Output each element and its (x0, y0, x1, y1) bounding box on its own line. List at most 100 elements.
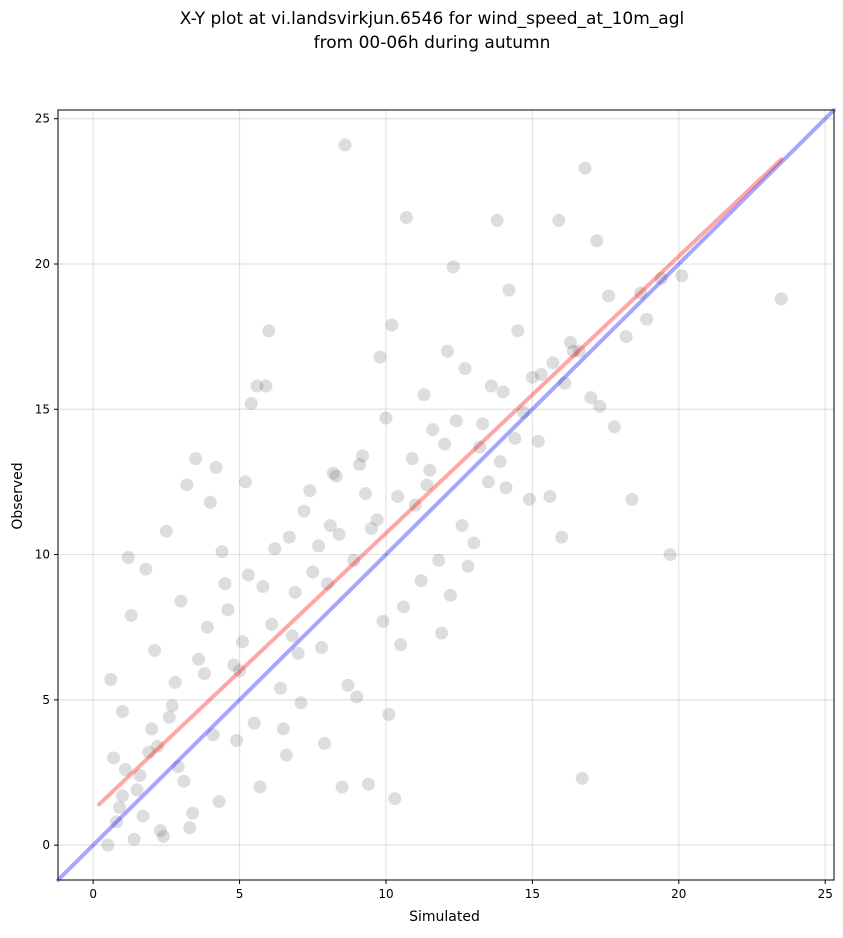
scatter-point (399, 211, 413, 225)
scatter-point (233, 664, 247, 678)
scatter-point (104, 673, 118, 687)
scatter-point (347, 553, 361, 567)
scatter-point (607, 420, 621, 434)
scatter-point (414, 574, 428, 588)
scatter-point (127, 832, 141, 846)
y-tick-label: 10 (35, 548, 50, 562)
scatter-point (634, 286, 648, 300)
scatter-point (186, 806, 200, 820)
scatter-point (259, 379, 273, 393)
scatter-point (675, 269, 689, 283)
scatter-point (602, 289, 616, 303)
scatter-point (133, 768, 147, 782)
scatter-point (552, 213, 566, 227)
scatter-point (338, 138, 352, 152)
scatter-point (423, 463, 437, 477)
scatter-point (238, 475, 252, 489)
x-tick-label: 20 (671, 887, 686, 901)
scatter-point (566, 344, 580, 358)
scatter-point (136, 809, 150, 823)
y-tick-label: 25 (35, 112, 50, 126)
scatter-point (350, 690, 364, 704)
y-axis-label: Observed (10, 462, 26, 529)
scatter-point (440, 344, 454, 358)
scatter-point (151, 739, 165, 753)
scatter-point (265, 617, 279, 631)
scatter-point (420, 478, 434, 492)
y-tick-label: 20 (35, 257, 50, 271)
scatter-point (168, 675, 182, 689)
scatter-point (476, 417, 490, 431)
scatter-point (382, 707, 396, 721)
scatter-point (197, 667, 211, 681)
scatter-point (517, 405, 531, 419)
scatter-point (590, 234, 604, 248)
scatter-point (306, 565, 320, 579)
grid (58, 110, 834, 880)
scatter-point (148, 643, 162, 657)
x-tick-label: 25 (818, 887, 833, 901)
scatter-point (274, 681, 288, 695)
scatter-point (218, 577, 232, 591)
scatter-point (200, 620, 214, 634)
scatter-point (356, 449, 370, 463)
scatter-point (353, 457, 367, 471)
scatter-point (165, 699, 179, 713)
scatter-point (244, 396, 258, 410)
scatter-point (139, 562, 153, 576)
scatter-point (584, 391, 598, 405)
scatter-point (256, 580, 270, 594)
scatter-point (619, 330, 633, 344)
scatter-point (101, 838, 115, 852)
x-tick-label: 5 (236, 887, 244, 901)
y-tick-label: 0 (42, 838, 50, 852)
scatter-point (438, 437, 452, 451)
scatter-point (481, 475, 495, 489)
scatter-point (142, 745, 156, 759)
scatter-point (162, 710, 176, 724)
y-tick-label: 5 (42, 693, 50, 707)
scatter-point (212, 795, 226, 809)
scatter-point (262, 324, 276, 338)
scatter-point (531, 434, 545, 448)
fit-line (56, 108, 836, 882)
scatter-point (209, 460, 223, 474)
scatter-point (543, 489, 557, 503)
scatter-point (159, 524, 173, 538)
scatter-point (432, 553, 446, 567)
scatter-point (206, 728, 220, 742)
scatter-point (180, 478, 194, 492)
y-tick-label: 15 (35, 402, 50, 416)
scatter-point (171, 760, 185, 774)
scatter-point (358, 487, 372, 501)
scatter-point (449, 414, 463, 428)
scatter-point (326, 466, 340, 480)
scatter-point (335, 780, 349, 794)
scatter-point (443, 588, 457, 602)
scatter-point (294, 696, 308, 710)
scatter-point (426, 423, 440, 437)
scatter-point (156, 829, 170, 843)
y-axis: 0 5 10 15 20 25 (35, 112, 58, 852)
scatter-point (458, 362, 472, 376)
chart-subtitle: from 00-06h during autumn (314, 33, 551, 53)
scatter-point (405, 452, 419, 466)
scatter-point (364, 521, 378, 535)
scatter-point (329, 469, 343, 483)
scatter-point (183, 821, 197, 835)
scatter-point (230, 734, 244, 748)
scatter-point (373, 350, 387, 364)
scatter-point (227, 658, 241, 672)
scatter-point (534, 367, 548, 381)
scatter-point (461, 559, 475, 573)
scatter-point (107, 751, 121, 765)
scatter-point (575, 771, 589, 785)
chart-title: X-Y plot at vi.landsvirkjun.6546 for win… (180, 9, 684, 29)
scatter-point (192, 652, 206, 666)
scatter-point (315, 641, 329, 655)
scatter-point (525, 370, 539, 384)
scatter-point (115, 789, 129, 803)
scatter-point (279, 748, 293, 762)
scatter-point (268, 542, 282, 556)
